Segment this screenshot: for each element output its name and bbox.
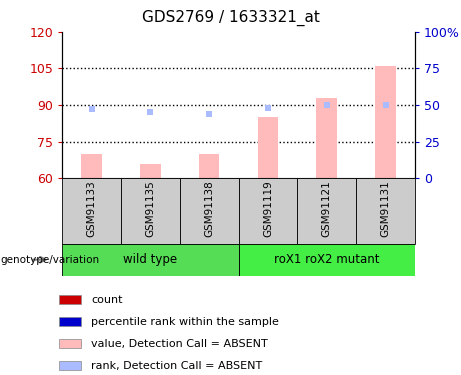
Text: wild type: wild type (124, 253, 177, 266)
Text: GSM91138: GSM91138 (204, 180, 214, 237)
Bar (297, 178, 356, 244)
Bar (375, 66, 396, 178)
Bar (180, 178, 239, 244)
Bar (121, 178, 180, 244)
Text: genotype/variation: genotype/variation (0, 255, 99, 265)
Bar (356, 178, 415, 244)
Bar (59, 295, 81, 304)
Bar (140, 164, 161, 178)
Text: GSM91135: GSM91135 (145, 180, 155, 237)
Text: GSM91133: GSM91133 (87, 180, 97, 237)
Bar (62, 244, 239, 276)
Bar (239, 178, 297, 244)
Bar (59, 361, 81, 370)
Text: GSM91131: GSM91131 (380, 180, 390, 237)
Text: rank, Detection Call = ABSENT: rank, Detection Call = ABSENT (91, 361, 262, 371)
Text: GSM91119: GSM91119 (263, 180, 273, 237)
Bar (81, 154, 102, 178)
Bar (199, 154, 219, 178)
Text: value, Detection Call = ABSENT: value, Detection Call = ABSENT (91, 339, 268, 349)
Text: percentile rank within the sample: percentile rank within the sample (91, 317, 279, 327)
Bar (59, 317, 81, 326)
Bar (239, 244, 415, 276)
Bar (258, 117, 278, 178)
Text: GDS2769 / 1633321_at: GDS2769 / 1633321_at (142, 10, 319, 26)
Bar (316, 98, 337, 178)
Text: GSM91121: GSM91121 (322, 180, 332, 237)
Bar (59, 339, 81, 348)
Bar (62, 178, 121, 244)
Text: roX1 roX2 mutant: roX1 roX2 mutant (274, 253, 379, 266)
Text: count: count (91, 295, 123, 304)
